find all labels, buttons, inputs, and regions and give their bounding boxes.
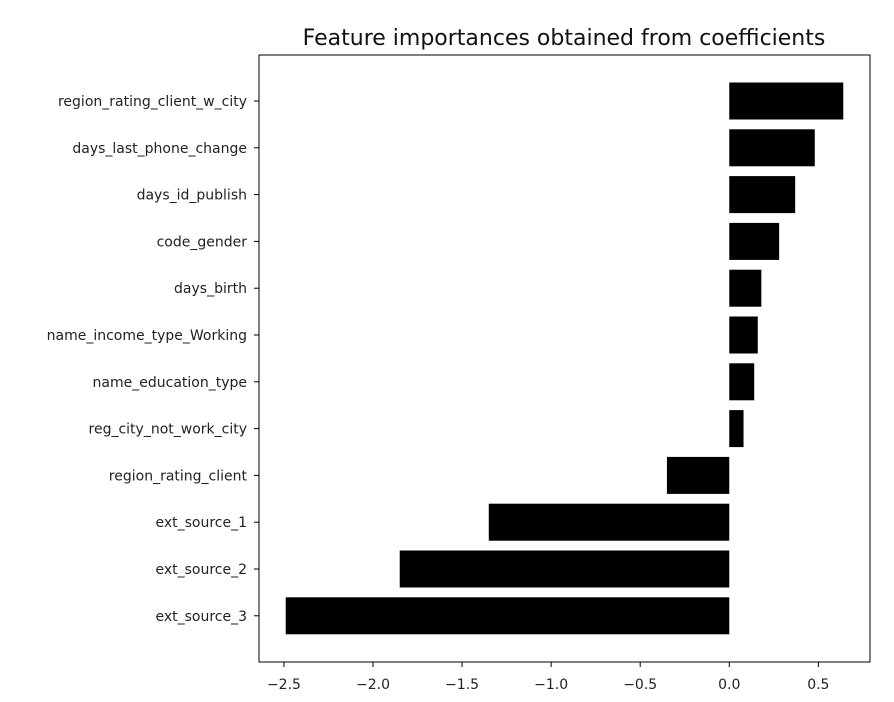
y-tick-label: days_birth	[174, 281, 247, 297]
x-tick-label: −2.5	[267, 677, 301, 693]
y-tick-label: ext_source_1	[155, 515, 247, 531]
x-tick-label: 0.5	[807, 677, 829, 693]
plot-frame	[258, 54, 871, 663]
y-tick-label: ext_source_2	[155, 562, 247, 578]
y-tick-label: region_rating_client	[109, 468, 248, 484]
y-tick-label: name_education_type	[93, 375, 247, 391]
chart-title: Feature importances obtained from coeffi…	[303, 26, 826, 51]
y-axis-ticks: region_rating_client_w_city days_last_pho…	[47, 94, 259, 625]
x-tick-label: −1.5	[445, 677, 479, 693]
bar-ext_source_2	[399, 550, 730, 588]
y-tick-label: reg_city_not_work_city	[89, 422, 247, 438]
x-tick-label: 0.0	[718, 677, 740, 693]
bar-ext_source_1	[488, 503, 730, 541]
y-tick-label: ext_source_3	[155, 609, 247, 625]
x-tick-label: −0.5	[623, 677, 657, 693]
y-tick-label: days_id_publish	[137, 188, 247, 204]
bars	[285, 82, 844, 635]
bar-name_income_type_Working	[729, 316, 758, 354]
bar-days_birth	[729, 269, 762, 307]
y-tick-label: code_gender	[157, 234, 248, 250]
bar-code_gender	[729, 222, 780, 260]
bar-region_rating_client_w_city	[729, 82, 844, 120]
bar-days_last_phone_change	[729, 129, 815, 167]
y-tick-label: region_rating_client_w_city	[58, 94, 247, 110]
bar-name_education_type	[729, 363, 755, 401]
bar-days_id_publish	[729, 176, 796, 214]
y-tick-label: name_income_type_Working	[47, 328, 247, 344]
bar-reg_city_not_work_city	[729, 410, 744, 448]
x-axis-ticks: −2.5 −2.0 −1.5 −1.0 −0.5 0.0 0.5	[267, 662, 829, 693]
bar-region_rating_client	[666, 456, 730, 494]
x-tick-label: −2.0	[356, 677, 390, 693]
x-tick-label: −1.0	[534, 677, 568, 693]
bar-ext_source_3	[285, 597, 730, 635]
y-tick-label: days_last_phone_change	[72, 141, 247, 157]
